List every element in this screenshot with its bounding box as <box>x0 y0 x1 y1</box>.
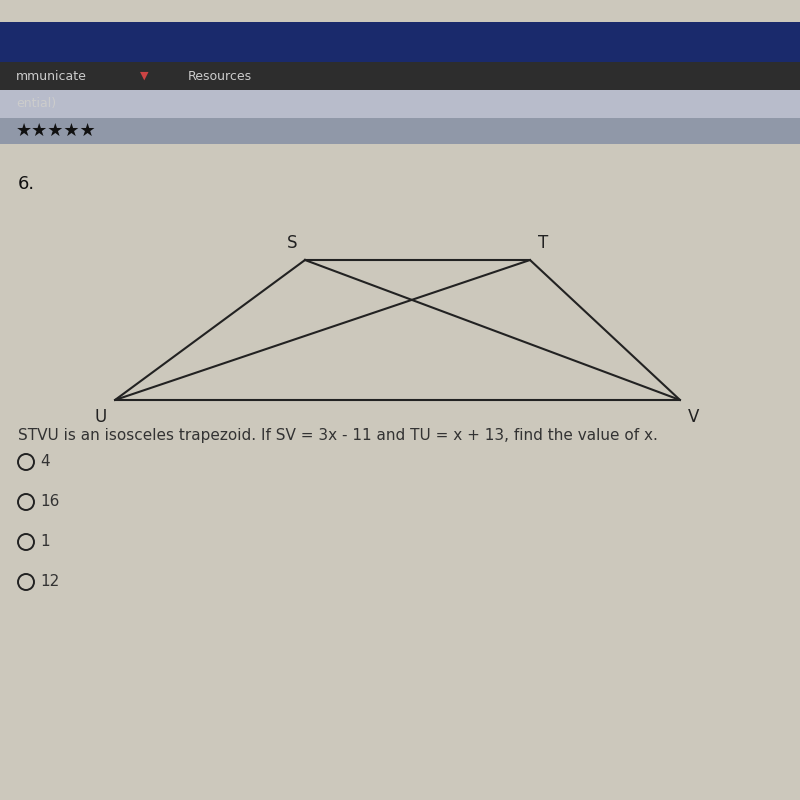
Text: 12: 12 <box>40 574 59 590</box>
Text: S: S <box>286 234 297 252</box>
Text: U: U <box>94 408 107 426</box>
Text: V: V <box>688 408 699 426</box>
Text: 1: 1 <box>40 534 50 550</box>
Bar <box>0 22 800 62</box>
Text: ▼: ▼ <box>140 71 149 81</box>
Text: T: T <box>538 234 548 252</box>
Text: 4: 4 <box>40 454 50 470</box>
Text: ★★★★★: ★★★★★ <box>16 122 97 140</box>
Text: 6.: 6. <box>18 175 35 193</box>
Text: mmunicate: mmunicate <box>16 70 87 82</box>
Text: STVU is an isosceles trapezoid. If SV = 3x - 11 and TU = x + 13, find the value : STVU is an isosceles trapezoid. If SV = … <box>18 428 658 443</box>
Text: 16: 16 <box>40 494 59 510</box>
Text: Resources: Resources <box>188 70 252 82</box>
Bar <box>0 118 800 144</box>
Text: ential): ential) <box>16 98 56 110</box>
Bar <box>0 90 800 118</box>
Bar <box>0 62 800 90</box>
